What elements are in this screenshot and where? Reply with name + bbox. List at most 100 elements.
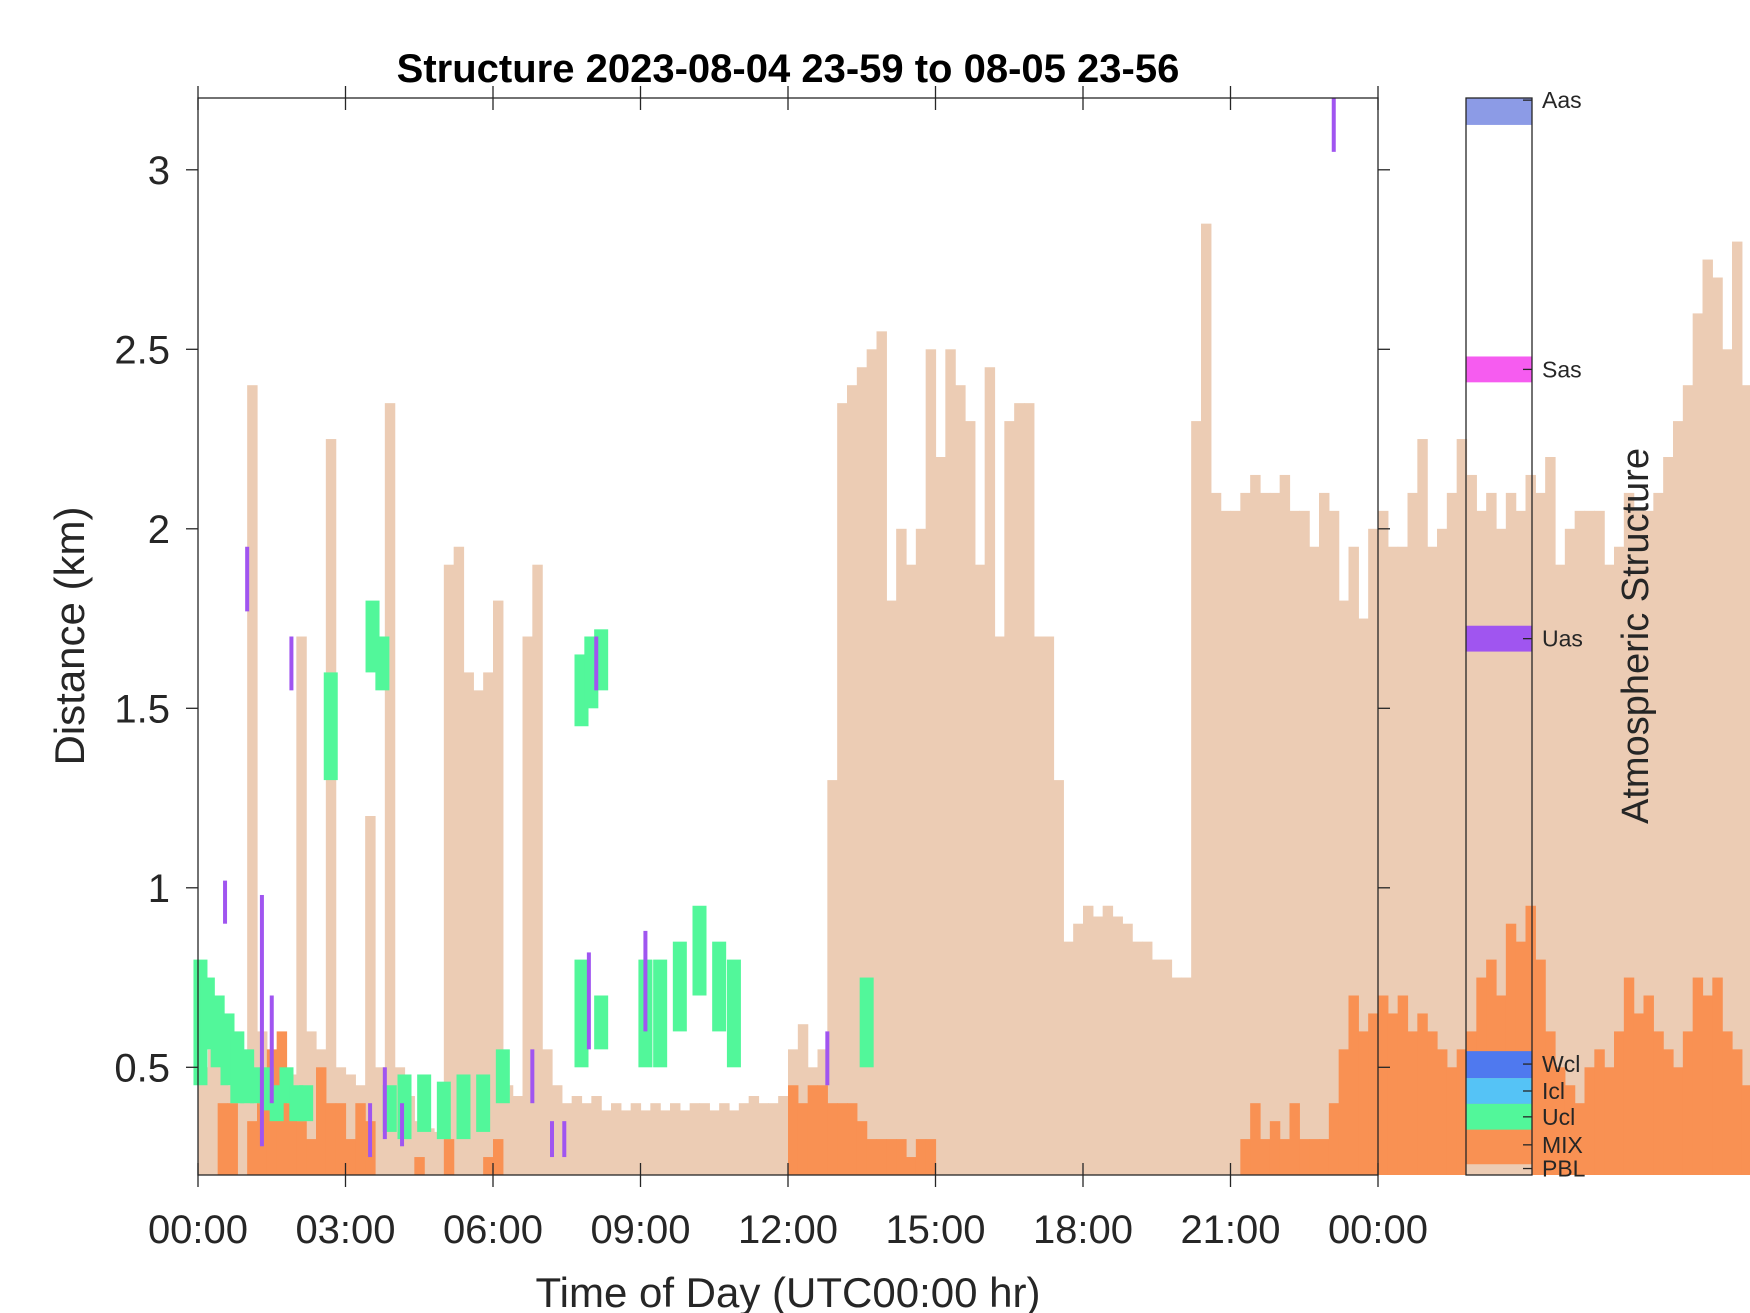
colorbar-swatch-sas [1466,356,1532,383]
pbl-bar [1692,313,1704,1175]
mix-bar [443,1139,455,1175]
mix-bar [1614,1031,1625,1175]
uas-segment [562,1121,567,1158]
colorbar-label-pbl: PBL [1542,1156,1586,1182]
ucl-segment [476,1074,491,1132]
mix-bar [1653,1031,1664,1175]
pbl-bar [1712,277,1723,1175]
pbl-bar [670,1103,681,1175]
mix-bar [1545,1031,1556,1175]
pbl-bar [620,1110,632,1175]
pbl-bar [955,385,966,1175]
pbl-bar [424,1128,435,1175]
pbl-bar [1220,510,1232,1176]
y-tick-label: 0.5 [114,1046,170,1090]
x-tick-label: 00:00 [148,1208,248,1252]
ucl-segment [323,672,338,781]
pbl-bar [660,1110,671,1175]
ucl-segment [417,1074,432,1132]
pbl-bar [1073,923,1084,1175]
mix-bar [847,1103,858,1175]
mix-bar [876,1139,887,1175]
colorbar-label-uas: Uas [1542,626,1583,652]
pbl-bar [1407,492,1418,1175]
pbl-bar [896,528,907,1175]
pbl-bar [886,600,897,1175]
colorbar-swatch-ucl [1466,1103,1532,1130]
mix-bar [925,1139,937,1175]
ucl-segment [726,959,741,1068]
pbl-bar [611,1103,622,1175]
pbl-bar [522,636,533,1175]
pbl-bar [1604,564,1615,1175]
ucl-segment [692,905,707,996]
mix-bar [414,1157,425,1175]
colorbar-swatch-uas [1466,625,1532,652]
pbl-bar [532,564,543,1175]
y-tick-label: 1 [148,867,170,911]
pbl-bar [679,1110,691,1175]
mix-bar [1456,1049,1468,1175]
pbl-bar [1319,492,1330,1175]
colorbar-label: Atmospheric Structure [1615,448,1657,824]
mix-bar [1712,977,1723,1175]
colorbar-swatch-aas [1466,98,1532,125]
mix-bar [1505,923,1517,1175]
ucl-segment [495,1049,510,1104]
x-tick-label: 18:00 [1033,1208,1133,1252]
mix-bar [286,1103,297,1175]
mix-bar [1633,1013,1645,1175]
ucl-segment [375,636,390,691]
pbl-bar [1456,439,1468,1175]
uas-segment [594,636,599,691]
pbl-bar [414,1121,425,1175]
pbl-bar [207,1049,219,1175]
pbl-bar [1014,403,1025,1175]
pbl-bar [473,690,484,1175]
uas-segment [289,636,294,691]
y-tick-label: 2.5 [114,328,170,372]
ucl-segment [456,1074,471,1140]
pbl-bar [1387,546,1399,1175]
mix-bar [306,1139,317,1175]
mix-bar [1260,1139,1271,1175]
mix-bar [1319,1139,1330,1175]
mix-bar [1535,959,1546,1175]
pbl-bar [1702,259,1713,1175]
pbl-bar [1309,546,1320,1175]
y-axis: 0.5 1 1.5 2 2.5 3 [114,149,1390,1090]
mix-bar [1279,1139,1291,1175]
pbl-bar [876,331,887,1176]
mix-bar [1673,1067,1684,1175]
pbl-bar [1348,546,1359,1175]
pbl-bar [1043,636,1055,1175]
pbl-bar [1476,510,1487,1176]
pbl-bar [689,1103,701,1175]
mix-bar [1437,1049,1448,1175]
x-tick-label: 15:00 [885,1208,985,1252]
mix-bar [1338,1049,1350,1175]
mix-bar [1446,1067,1458,1175]
pbl-bar [1633,510,1645,1176]
y-axis-label: Distance (km) [46,506,93,765]
uas-segment [223,880,228,924]
pbl-bar [542,1049,553,1175]
mix-bar [797,1103,809,1175]
pbl-bar [1083,905,1094,1175]
pbl-bar [1535,492,1546,1175]
mix-bar [1289,1103,1300,1175]
ucl-segment [299,1085,314,1122]
mix-bar [886,1139,897,1175]
mix-bar [1328,1103,1340,1175]
pbl-bar [974,564,986,1175]
mix-bar [1309,1139,1320,1175]
pbl-bar [1250,474,1261,1175]
pbl-bar [601,1110,612,1175]
colorbar-label-sas: Sas [1542,356,1582,382]
mix-bar [837,1103,848,1175]
mix-bar [316,1067,327,1175]
pbl-bar [1092,916,1104,1175]
mix-bar [1643,995,1654,1175]
pbl-bar [561,1103,573,1175]
pbl-bar [1545,457,1556,1175]
